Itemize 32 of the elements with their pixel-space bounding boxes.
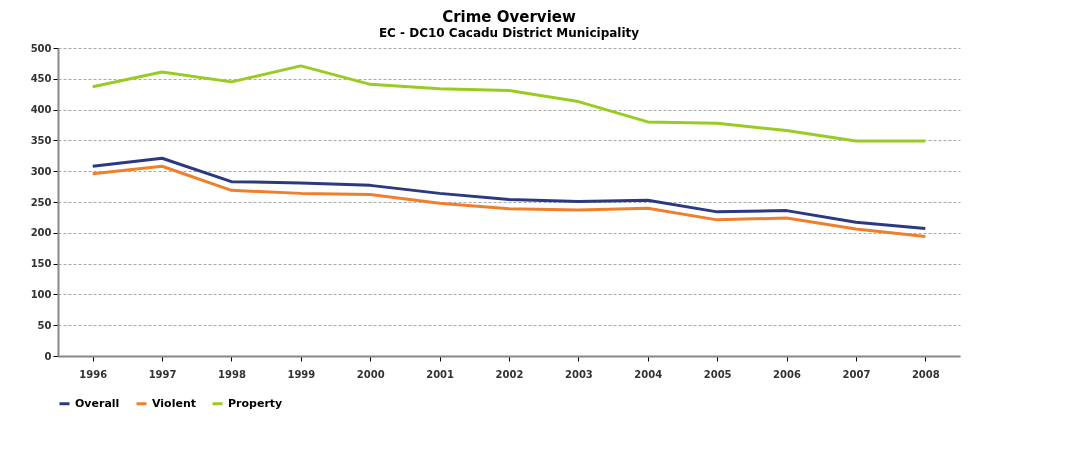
x-tick-label: 2008 (911, 368, 940, 380)
x-tick-label: 2000 (356, 368, 385, 380)
line-series (91, 164, 927, 238)
y-tick-label: 50 (37, 319, 52, 331)
y-tick-label: 250 (30, 196, 52, 208)
chart-subtitle: EC - DC10 Cacadu District Municipality (378, 26, 640, 40)
x-tick-label: 2001 (426, 368, 455, 380)
x-tick-label: 2006 (773, 368, 801, 380)
legend-label: Violent (152, 396, 196, 410)
line-series (91, 64, 927, 143)
y-tick-label: 150 (30, 258, 52, 270)
x-tick-label: 2004 (634, 368, 663, 380)
y-tick-label: 200 (30, 227, 52, 239)
x-tick-label: 1998 (218, 368, 246, 380)
y-tick-label: 0 (44, 350, 52, 362)
legend-label: Overall (75, 396, 120, 410)
y-tick-label: 300 (30, 165, 52, 177)
y-tick-label: 350 (30, 134, 52, 146)
y-tick-label: 500 (30, 42, 52, 54)
x-tick-label: 2003 (564, 368, 593, 380)
x-tick-label: 1999 (287, 368, 316, 380)
y-tick-label: 450 (30, 73, 52, 85)
line-series (91, 156, 927, 230)
x-tick-label: 2002 (495, 368, 524, 380)
legend-label: Property (228, 396, 283, 410)
x-tick-label: 1997 (148, 368, 177, 380)
x-tick-label: 2005 (703, 368, 732, 380)
chart-title: Crime Overview (442, 8, 576, 26)
y-tick-label: 400 (30, 104, 52, 116)
x-tick-label: 1996 (79, 368, 108, 380)
x-tick-label: 2007 (842, 368, 871, 380)
y-tick-label: 100 (30, 288, 52, 300)
